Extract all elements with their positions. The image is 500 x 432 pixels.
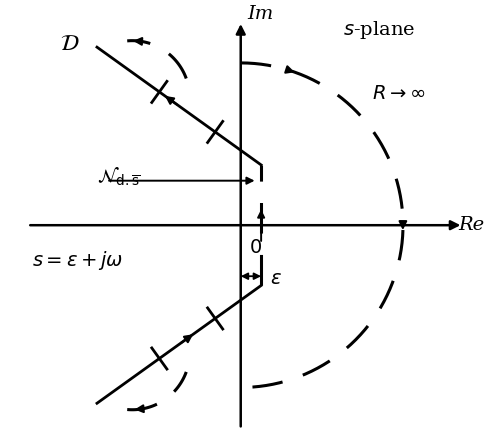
Text: $R \rightarrow \infty$: $R \rightarrow \infty$ xyxy=(372,85,426,102)
Text: $\mathcal{D}$: $\mathcal{D}$ xyxy=(60,33,80,55)
Text: Re: Re xyxy=(458,216,485,234)
Text: $\mathcal{N}_{\mathrm{d}.\overline{\mathrm{s}}}$: $\mathcal{N}_{\mathrm{d}.\overline{\math… xyxy=(97,165,140,189)
Text: $s = \epsilon + j\omega$: $s = \epsilon + j\omega$ xyxy=(32,249,124,272)
Text: Im: Im xyxy=(247,5,274,23)
Text: $0$: $0$ xyxy=(249,239,262,257)
Text: $s$-plane: $s$-plane xyxy=(342,19,415,41)
Text: $\epsilon$: $\epsilon$ xyxy=(270,270,282,288)
